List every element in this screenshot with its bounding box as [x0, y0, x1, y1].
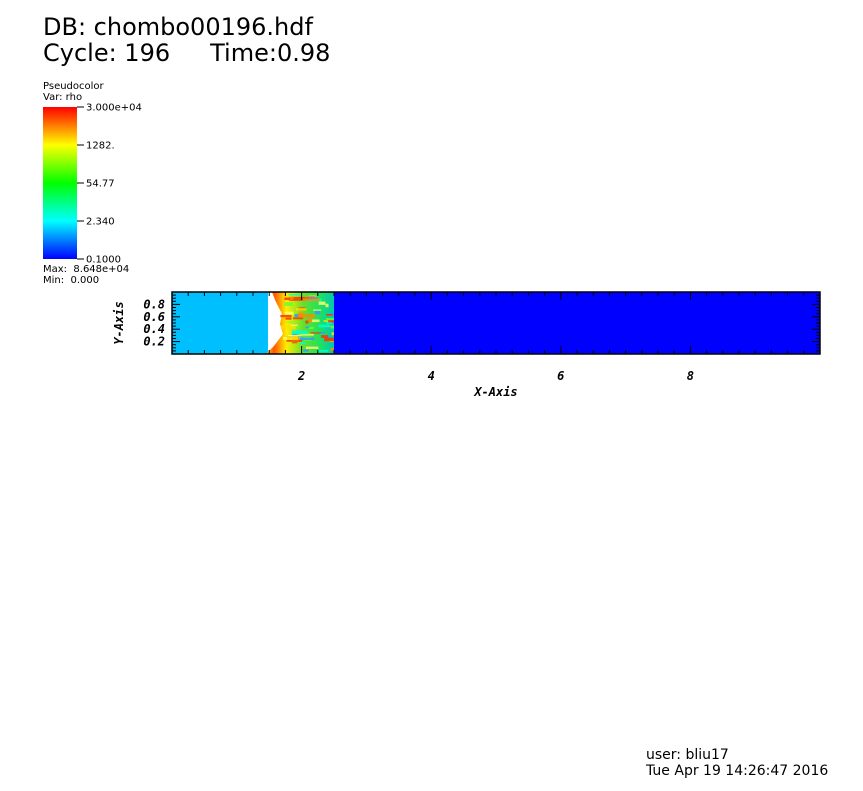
cycle-time-line: Cycle: 196 Time:0.98 [43, 40, 330, 66]
legend-min: Min: 0.000 [43, 275, 100, 286]
turbulence-streak [305, 346, 319, 349]
turbulence-streak [298, 314, 315, 318]
colorbar-ticks: 3.000e+04 1282. 54.77 2.340 0.1000 [77, 103, 142, 266]
x-tick-label: 4 [428, 369, 435, 383]
turbulence-streak [300, 333, 314, 336]
turbulence-streak [300, 337, 315, 340]
turbulence-streak [319, 331, 325, 334]
turbulence-streak [290, 324, 298, 326]
turbulence-streak [296, 329, 300, 333]
turbulence-streak [326, 314, 333, 316]
turbulence-streak [321, 335, 328, 338]
y-tick-label: 0.8 [143, 297, 165, 311]
y-axis-ticks: 0.20.40.60.8 [143, 294, 820, 352]
footer-user: user: bliu17 [646, 747, 729, 763]
turbulence-streak [318, 301, 326, 305]
turbulence-streak [289, 296, 306, 301]
x-tick-label: 6 [557, 369, 564, 383]
turbulence-streak [326, 321, 333, 325]
turbulence-streak [285, 321, 295, 323]
colorbar-tick-label: 2.340 [86, 217, 115, 228]
legend-title: Pseudocolor [43, 81, 104, 92]
colorbar-tick-label: 1282. [86, 140, 115, 151]
turbulence-streak [294, 314, 301, 318]
footer-date: Tue Apr 19 14:26:47 2016 [646, 763, 829, 779]
y-axis-label: Y-Axis [112, 301, 126, 344]
time-label: Time:0.98 [210, 39, 331, 67]
region-shock-zone [265, 292, 334, 354]
turbulence-streak [286, 336, 299, 340]
turbulence-streak [293, 317, 304, 320]
x-tick-label: 2 [297, 369, 305, 383]
turbulence-streak [291, 342, 298, 344]
turbulence-streak [292, 333, 298, 336]
turbulence-streak [326, 318, 334, 322]
turbulence-streak [285, 317, 292, 320]
turbulence-streak [308, 297, 318, 299]
turbulence-streak [311, 319, 320, 323]
turbulence-streak [300, 342, 306, 345]
database-title: DB: chombo00196.hdf [43, 13, 313, 41]
y-tick-label: 0.6 [143, 310, 165, 324]
legend-variable: Var: rho [43, 92, 83, 103]
turbulence-streak [327, 325, 334, 329]
turbulence-streak [314, 310, 321, 315]
colorbar-tick-label: 3.000e+04 [86, 103, 142, 114]
turbulence-streak [296, 308, 307, 311]
region-right-state [334, 292, 820, 354]
turbulence-streak [303, 349, 309, 352]
turbulence-streak [328, 320, 334, 323]
turbulence-streak [292, 325, 300, 328]
colorbar-tick-label: 0.1000 [86, 255, 121, 266]
turbulence-streak [313, 309, 322, 311]
y-tick-label: 0.2 [143, 335, 165, 349]
cycle-label: Cycle: 196 [43, 39, 171, 67]
region-left-state [172, 292, 268, 354]
turbulence-streak [305, 320, 309, 324]
x-axis-label: X-Axis [473, 385, 517, 399]
turbulence-streak [316, 349, 329, 352]
turbulence-streak [324, 337, 334, 342]
turbulence-streak [284, 298, 290, 300]
turbulence-streak [310, 332, 321, 334]
x-tick-label: 8 [687, 369, 694, 383]
turbulence-streak [331, 332, 334, 336]
turbulence-streak [302, 298, 320, 302]
x-axis-ticks: 2 4 6 8 [187, 292, 805, 383]
heatmap-field [172, 292, 820, 354]
turbulence-streak [284, 311, 294, 315]
colorbar [43, 107, 77, 259]
turbulence-streak [330, 347, 334, 351]
colorbar-tick-label: 54.77 [86, 179, 115, 190]
y-tick-label: 0.4 [143, 322, 165, 336]
turbulence-streak [280, 314, 292, 318]
turbulence-streak [307, 318, 313, 323]
turbulence-streak [305, 326, 311, 329]
turbulence-streak [286, 340, 302, 342]
turbulence-streak [326, 327, 331, 329]
shock-turbulence [280, 294, 334, 352]
turbulence-streak [325, 303, 329, 308]
turbulence-streak [281, 325, 296, 329]
turbulence-streak [318, 324, 329, 328]
turbulence-streak [284, 302, 293, 306]
turbulence-streak [308, 326, 314, 330]
legend-max: Max: 8.648e+04 [43, 264, 130, 275]
turbulence-streak [288, 294, 301, 296]
turbulence-streak [306, 296, 316, 298]
